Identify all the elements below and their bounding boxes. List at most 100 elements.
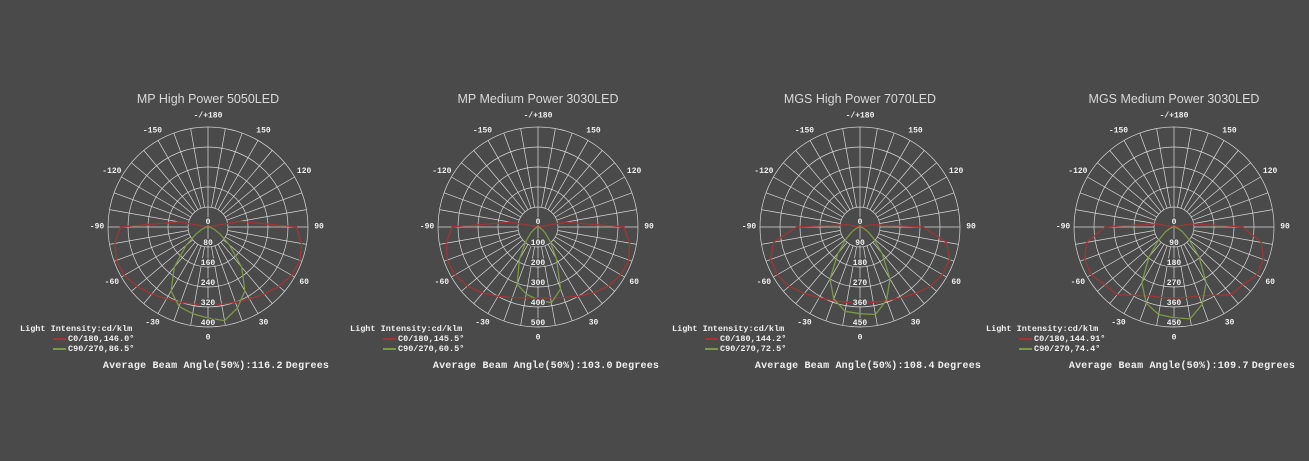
angle-tick-label: 150 xyxy=(1222,126,1237,135)
grid-spoke xyxy=(226,233,303,262)
grid-spoke xyxy=(863,246,878,326)
grid-spoke xyxy=(143,150,196,212)
grid-spoke xyxy=(773,236,843,278)
average-beam-angle: Average Beam Angle(50%):109.7 Degrees xyxy=(1069,361,1295,372)
ring-value-label: 180 xyxy=(1167,259,1182,268)
angle-tick-label: -30 xyxy=(145,319,160,328)
ring-value-label: 300 xyxy=(531,279,546,288)
grid-spoke xyxy=(1177,128,1192,208)
grid-spoke xyxy=(121,236,191,278)
grid-spoke xyxy=(1177,246,1192,326)
grid-spoke xyxy=(439,209,519,224)
avg-value: 116.2 xyxy=(251,361,283,372)
grid-spoke xyxy=(113,233,190,262)
polar-plot: -/+180 150 120 90 60 30 0 -30 -60 -90 -120 -150 90 18… xyxy=(1056,112,1290,343)
grid-spoke xyxy=(225,236,295,278)
ring-value-label: 450 xyxy=(853,319,868,328)
ring-value-label: 160 xyxy=(201,259,216,268)
ring-value-label: 450 xyxy=(1167,319,1182,328)
polar-chart-cell-4: MGS Medium Power 3030LED -/+180 150 120 90 6… xyxy=(986,85,1309,395)
avg-prefix: Average Beam Angle(50%): xyxy=(432,361,582,372)
grid-spoke xyxy=(217,140,259,210)
grid-spoke xyxy=(1189,162,1251,215)
grid-spoke xyxy=(1186,242,1239,304)
legend-row-c0: C0/180,144.2° xyxy=(705,334,786,344)
grid-spoke xyxy=(541,128,556,208)
angle-tick-label: 90 xyxy=(966,223,976,232)
curve-C90-270 xyxy=(516,226,562,304)
legend-label-c0: C0/180,145.5° xyxy=(398,334,465,344)
grid-spoke xyxy=(879,209,959,224)
angle-tick-label: 60 xyxy=(951,278,961,287)
grid-spoke xyxy=(1180,245,1209,322)
ring-value-label: 80 xyxy=(203,239,213,248)
grid-spoke xyxy=(1139,245,1168,322)
polar-chart-cell-1: MP High Power 5050LED -/+180 150 120 90 60 30… xyxy=(20,85,350,395)
angle-tick-label: 60 xyxy=(629,278,639,287)
grid-spoke xyxy=(825,132,854,209)
avg-prefix: Average Beam Angle(50%): xyxy=(102,361,252,372)
angle-tick-label: -/+180 xyxy=(524,112,553,121)
angle-tick-label: -60 xyxy=(105,278,120,287)
grid-spoke xyxy=(1097,162,1159,215)
legend-row-c0: C0/180,145.5° xyxy=(383,334,464,344)
grid-spoke xyxy=(872,150,925,212)
angle-tick-label: 0 xyxy=(536,334,541,343)
grid-spoke xyxy=(443,192,520,221)
grid-spoke xyxy=(557,209,637,224)
avg-prefix: Average Beam Angle(50%): xyxy=(1068,361,1218,372)
grid-spoke xyxy=(211,128,226,208)
grid-spoke xyxy=(1075,230,1155,245)
grid-spoke xyxy=(1123,140,1165,210)
grid-spoke xyxy=(443,233,520,262)
avg-value: 108.4 xyxy=(903,361,935,372)
grid-spoke xyxy=(1186,150,1239,212)
grid-spoke xyxy=(842,128,857,208)
angle-tick-label: -/+180 xyxy=(194,112,223,121)
polar-chart-cell-2: MP Medium Power 3030LED -/+180 150 120 90 60… xyxy=(350,85,680,395)
grid-spoke xyxy=(226,192,303,221)
ring-value-label: 100 xyxy=(531,239,546,248)
ring-value-label: 240 xyxy=(201,279,216,288)
grid-spoke xyxy=(1193,209,1273,224)
c0-line-swatch xyxy=(1019,338,1032,340)
center-zero-label: 0 xyxy=(1172,218,1177,227)
angle-tick-label: 120 xyxy=(627,167,642,176)
legend-label-c90: C90/270,72.5° xyxy=(720,344,787,354)
legend-row-c0: C0/180,144.91° xyxy=(1019,334,1105,344)
grid-spoke xyxy=(878,192,955,221)
chart-title: MP Medium Power 3030LED xyxy=(457,92,619,106)
grid-spoke xyxy=(544,245,573,322)
grid-spoke xyxy=(863,128,878,208)
avg-unit: Degrees xyxy=(1251,361,1296,372)
grid-spoke xyxy=(1156,246,1171,326)
grid-spoke xyxy=(825,245,854,322)
angle-tick-label: -150 xyxy=(795,126,814,135)
grid-spoke xyxy=(157,244,199,314)
c0-line-swatch xyxy=(705,338,718,340)
grid-spoke xyxy=(113,192,190,221)
grid-spoke xyxy=(190,128,205,208)
angle-tick-label: 30 xyxy=(1225,319,1235,328)
angle-tick-label: -120 xyxy=(102,167,121,176)
legend-label-c90: C90/270,74.4° xyxy=(1034,344,1101,354)
grid-spoke xyxy=(503,132,532,209)
angle-tick-label: 120 xyxy=(949,167,964,176)
ring-value-label: 90 xyxy=(1169,239,1179,248)
angle-tick-label: -60 xyxy=(435,278,450,287)
angle-tick-label: 90 xyxy=(1280,223,1290,232)
grid-spoke xyxy=(547,244,589,314)
grid-spoke xyxy=(557,230,637,245)
grid-spoke xyxy=(1087,176,1157,218)
grid-spoke xyxy=(1109,150,1162,212)
angle-tick-label: 30 xyxy=(259,319,269,328)
grid-spoke xyxy=(866,132,895,209)
legend: Light Intensity:cd/klm C0/180,145.5° C90… xyxy=(350,324,464,354)
angle-tick-label: 150 xyxy=(908,126,923,135)
grid-spoke xyxy=(877,236,947,278)
ring-value-label: 400 xyxy=(531,299,546,308)
c0-line-swatch xyxy=(383,338,396,340)
grid-spoke xyxy=(1193,230,1273,245)
grid-spoke xyxy=(783,162,845,215)
ring-value-label: 270 xyxy=(853,279,868,288)
